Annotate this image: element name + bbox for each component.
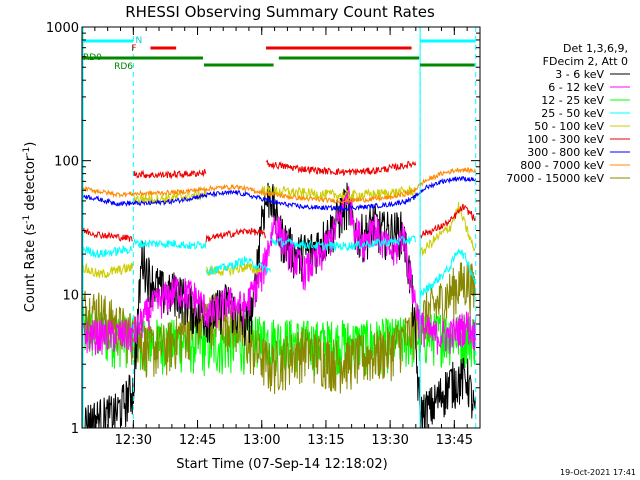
legend-label-8: 7000 - 15000 keV <box>506 172 604 185</box>
series-olive-7000-15000kev <box>81 262 476 395</box>
x-tick-label-0: 12:30 <box>115 433 152 448</box>
y-axis-label-main: Count Rate (s <box>23 224 38 313</box>
series-red-100-300kev-red_tail <box>419 203 476 240</box>
y-tick-label-3: 1000 <box>46 21 79 36</box>
legend-label-0: 3 - 6 keV <box>555 68 604 81</box>
flare-bar-label: F <box>131 44 136 54</box>
x-axis-label: Start Time (07-Sep-14 12:18:02) <box>176 457 387 472</box>
series-red-100-300kev-red_low2 <box>205 227 267 243</box>
series-yellow-50-100kev-yellow_tail <box>419 202 476 257</box>
rd0-label: RD0 <box>83 53 102 63</box>
footer-date: 19-Oct-2021 17:41 <box>560 468 636 477</box>
series-yellow-50-100kev-yellow_low2 <box>205 262 262 276</box>
series-cyan-25-50kev-cyan_mid1 <box>132 237 207 251</box>
x-tick-label-1: 12:45 <box>179 433 216 448</box>
legend-label-4: 50 - 100 keV <box>534 120 604 133</box>
y-tick-label-2: 100 <box>54 155 79 170</box>
series-cyan-25-50kev-cyan_low <box>81 245 134 259</box>
y-axis-label: Count Rate (s-1 detector-1) <box>22 142 38 313</box>
axis-ticks-layer: 1 10 100 1000 12:30 12:45 13:00 13:15 13:30 13:45 <box>46 21 481 448</box>
night-bar-label: N <box>135 36 142 46</box>
series-orange-800-7000kev <box>81 167 476 205</box>
x-tick-label-5: 13:45 <box>436 433 473 448</box>
series-red-100-300kev-red_high1 <box>132 169 207 180</box>
y-tick-label-1: 10 <box>62 288 79 303</box>
series-red-100-300kev-red_high2 <box>265 159 417 177</box>
y-axis-label-mid: detector <box>23 155 38 215</box>
legend-header-1: FDecim 2, Att 0 <box>543 55 628 68</box>
x-tick-label-2: 13:00 <box>243 433 280 448</box>
x-tick-label-3: 13:15 <box>307 433 344 448</box>
x-tick-label-4: 13:30 <box>371 433 408 448</box>
legend-label-5: 100 - 300 keV <box>527 133 604 146</box>
y-axis-label-sup1: -1 <box>22 215 32 224</box>
series-blue-300-800kev <box>81 175 476 212</box>
series-red-100-300kev-red_low <box>81 227 133 242</box>
series-cyan-25-50kev-cyan_low2 <box>205 256 271 276</box>
plot-frame <box>81 26 481 429</box>
rd6-label: RD6 <box>114 62 133 72</box>
y-axis-label-sup2: -1 <box>22 147 32 156</box>
legend-header-0: Det 1,3,6,9, <box>563 42 628 55</box>
series-cyan-25-50kev-cyan_tail <box>419 248 476 297</box>
y-axis-label-end: ) <box>23 142 38 147</box>
legend-label-2: 12 - 25 keV <box>541 94 604 107</box>
legend-label-3: 25 - 50 keV <box>541 107 604 120</box>
series-magenta-6-12kev <box>81 186 476 356</box>
series-cyan-25-50kev-cyan_mid2 <box>269 235 416 253</box>
status-bars-layer: NF RD0 RD6 <box>82 27 477 428</box>
series-yellow-50-100kev-yellow_high <box>132 188 207 205</box>
legend-label-1: 6 - 12 keV <box>548 81 604 94</box>
y-tick-label-0: 1 <box>71 422 79 437</box>
series-layer <box>81 159 476 430</box>
legend-label-6: 300 - 800 keV <box>527 146 604 159</box>
legend-label-7: 800 - 7000 keV <box>520 159 604 172</box>
series-yellow-50-100kev-yellow_low <box>81 262 134 279</box>
chart-title: RHESSI Observing Summary Count Rates <box>125 3 435 21</box>
